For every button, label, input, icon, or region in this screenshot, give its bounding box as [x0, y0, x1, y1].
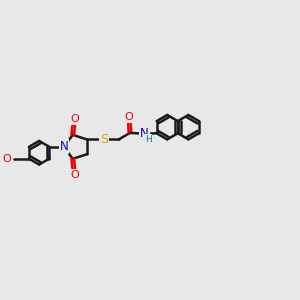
Text: O: O [125, 112, 134, 122]
Text: O: O [3, 154, 11, 164]
Text: H: H [145, 135, 152, 144]
Text: O: O [70, 170, 79, 180]
Text: S: S [100, 133, 108, 146]
Text: O: O [70, 114, 79, 124]
Text: N: N [140, 127, 149, 140]
Text: N: N [60, 140, 68, 153]
